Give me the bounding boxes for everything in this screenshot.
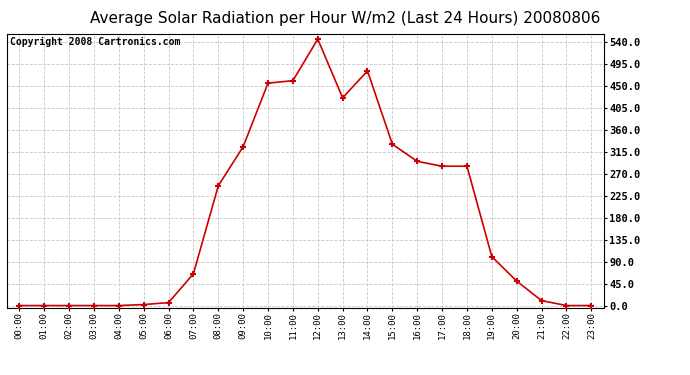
Text: Copyright 2008 Cartronics.com: Copyright 2008 Cartronics.com [10, 36, 180, 46]
Text: Average Solar Radiation per Hour W/m2 (Last 24 Hours) 20080806: Average Solar Radiation per Hour W/m2 (L… [90, 11, 600, 26]
